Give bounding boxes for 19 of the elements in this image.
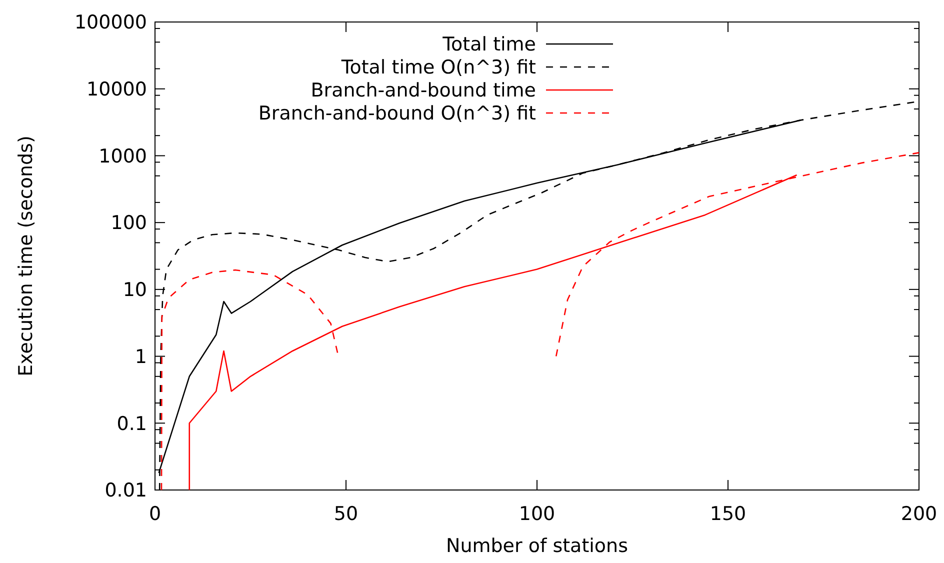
y-tick-label: 10000 [86, 78, 147, 101]
x-axis-title: Number of stations [446, 535, 628, 557]
y-tick-label: 100000 [74, 12, 147, 34]
legend-label: Branch-and-bound O(n^3) fit [258, 102, 536, 125]
legend-label: Branch-and-bound time [310, 80, 536, 102]
x-tick-label: 50 [334, 503, 358, 525]
y-tick-label: 1000 [98, 145, 147, 168]
legend-label: Total time [442, 34, 536, 56]
y-tick-label: 0.1 [116, 412, 147, 435]
x-tick-label: 100 [518, 503, 556, 525]
x-tick-label: 0 [148, 503, 162, 525]
y-tick-label: 100 [110, 212, 147, 234]
legend-label: Total time O(n^3) fit [340, 56, 536, 79]
x-tick-label: 200 [900, 503, 938, 525]
y-tick-label: 1 [134, 346, 147, 368]
y-tick-label: 0.01 [104, 480, 147, 502]
y-tick-label: 10 [122, 279, 147, 302]
x-tick-label: 150 [710, 503, 746, 525]
y-axis-title: Execution time (seconds) [15, 136, 37, 376]
